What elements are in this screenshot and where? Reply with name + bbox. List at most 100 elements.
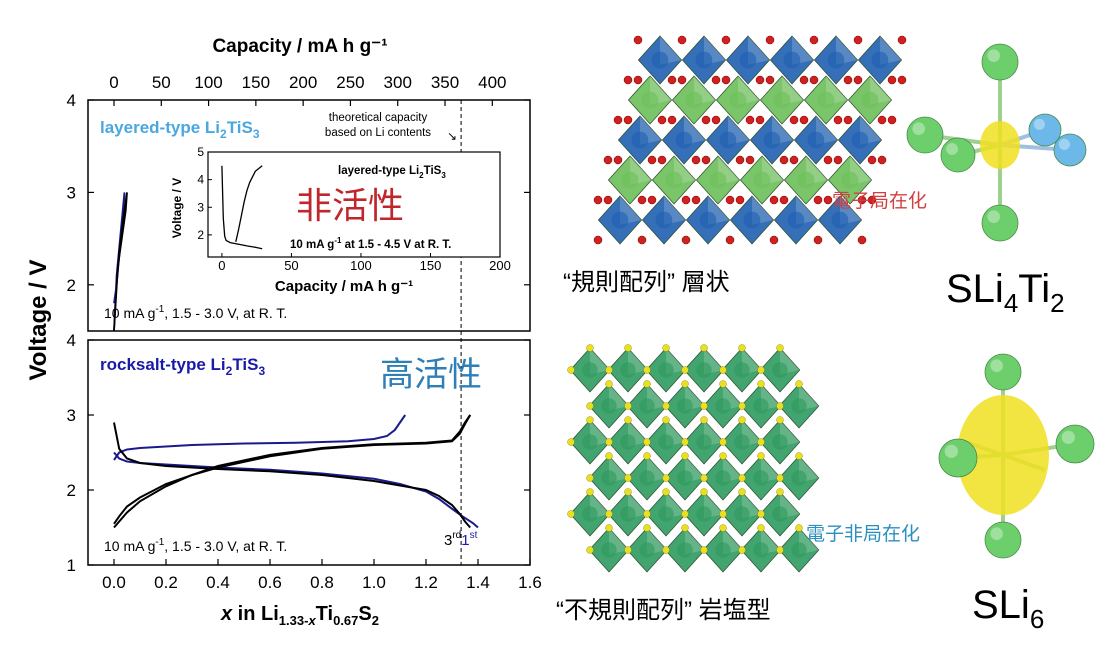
top-x-tick-label: 100 bbox=[194, 73, 222, 92]
oxygen-atom bbox=[667, 115, 677, 125]
layered-octahedron bbox=[695, 155, 741, 205]
oxygen-atom bbox=[701, 115, 711, 125]
oxygen-atom bbox=[745, 155, 755, 165]
ordered-layered-label: “規則配列” 層状 bbox=[563, 269, 730, 296]
sulfur-atom bbox=[624, 474, 632, 482]
li-ball-shine bbox=[990, 359, 1003, 373]
bottom-y-tick-label: 1 bbox=[67, 556, 76, 575]
layered-octahedron-center bbox=[753, 171, 771, 189]
sulfur-atom bbox=[719, 524, 727, 532]
layered-octahedron bbox=[607, 155, 653, 205]
oxygen-atom bbox=[765, 35, 775, 45]
rocksalt-octahedron bbox=[740, 383, 782, 429]
rocksalt-octahedron-center bbox=[639, 470, 655, 486]
rocksalt-octahedron-center bbox=[677, 470, 693, 486]
sulfur-atom bbox=[681, 380, 689, 388]
inset-ylabel: Voltage / V bbox=[170, 178, 184, 238]
oxygen-atom bbox=[755, 75, 765, 85]
layered-octahedron bbox=[857, 35, 903, 85]
oxygen-atom bbox=[887, 75, 897, 85]
ti-ball-shine bbox=[1033, 118, 1045, 130]
layered-octahedron-center bbox=[851, 131, 869, 149]
oxygen-atom bbox=[765, 75, 775, 85]
rocksalt-octahedron bbox=[721, 347, 763, 393]
rocksalt-octahedron bbox=[759, 491, 801, 537]
rocksalt-octahedron-center bbox=[658, 506, 674, 522]
sulfur-atom bbox=[795, 452, 803, 460]
bottom-x-tick-label: 0.2 bbox=[154, 573, 178, 592]
theoretical-capacity-note-2: based on Li contents bbox=[325, 127, 431, 139]
x-axis-title: x in Li1.33-xTi0.67S2 bbox=[220, 603, 379, 628]
oxygen-atom bbox=[613, 155, 623, 165]
rocksalt-octahedron-center bbox=[734, 362, 750, 378]
oxygen-atom bbox=[897, 35, 907, 45]
oxygen-atom bbox=[691, 155, 701, 165]
inset-layer: 0 50 100 150 200 2 3 4 5 bbox=[197, 145, 511, 273]
bottom-x-tick-label: 1.0 bbox=[362, 573, 386, 592]
bottom-series-line-3rd bbox=[113, 422, 471, 529]
oxygen-atom bbox=[853, 35, 863, 45]
layered-octahedron-center bbox=[841, 171, 859, 189]
rocksalt-title: rocksalt-type Li2TiS3 bbox=[100, 355, 265, 378]
layered-octahedron-center bbox=[783, 51, 801, 69]
layered-octahedron bbox=[749, 115, 795, 165]
oxygen-atom bbox=[789, 155, 799, 165]
layered-octahedron bbox=[793, 115, 839, 165]
oxygen-atom bbox=[779, 155, 789, 165]
rocksalt-octahedron-center bbox=[753, 470, 769, 486]
li-ball bbox=[1055, 424, 1095, 464]
layered-octahedron bbox=[729, 195, 775, 245]
oxygen-atom bbox=[633, 35, 643, 45]
layered-octahedron bbox=[671, 75, 717, 125]
sulfur-atom bbox=[586, 488, 594, 496]
sulfur-atom bbox=[643, 510, 651, 518]
oxygen-atom bbox=[677, 35, 687, 45]
sulfur-atom bbox=[757, 524, 765, 532]
inset-x-tick-label: 50 bbox=[284, 258, 298, 273]
sulfur-atom bbox=[605, 510, 613, 518]
li-ball-shine bbox=[990, 527, 1003, 540]
top-x-tick-label: 200 bbox=[289, 73, 317, 92]
rocksalt-octahedron-center bbox=[791, 542, 807, 558]
li-ball bbox=[984, 521, 1022, 559]
rocksalt-octahedron-center bbox=[658, 362, 674, 378]
ti-ball-shine bbox=[1058, 138, 1070, 150]
rocksalt-octahedron-center bbox=[696, 362, 712, 378]
oxygen-atom bbox=[877, 115, 887, 125]
li-ball bbox=[906, 116, 944, 154]
oxygen-atom bbox=[681, 235, 691, 245]
sulfur-atom bbox=[662, 488, 670, 496]
rocksalt-octahedron-center bbox=[696, 506, 712, 522]
sulfur-atom bbox=[700, 488, 708, 496]
rocksalt-octahedron-center bbox=[791, 470, 807, 486]
rocksalt-octahedron-center bbox=[601, 470, 617, 486]
rocksalt-octahedron bbox=[607, 491, 649, 537]
bottom-x-tick-label: 0.6 bbox=[258, 573, 282, 592]
rocksalt-octahedron-center bbox=[601, 542, 617, 558]
layered-octahedron-center bbox=[787, 211, 805, 229]
inset-condition: 10 mA g-1 at 1.5 - 4.5 V at R. T. bbox=[290, 236, 451, 251]
oxygen-atom bbox=[867, 155, 877, 165]
oxygen-atom bbox=[755, 115, 765, 125]
sulfur-atom bbox=[700, 474, 708, 482]
oxygen-atom bbox=[809, 75, 819, 85]
sulfur-atom bbox=[624, 402, 632, 410]
layered-octahedron bbox=[813, 35, 859, 85]
rocksalt-octahedron-center bbox=[772, 362, 788, 378]
bottom-y-tick-label: 2 bbox=[67, 481, 76, 500]
sulfur-atom bbox=[776, 344, 784, 352]
oxygen-atom bbox=[809, 35, 819, 45]
bottom-x-tick-label: 0.4 bbox=[206, 573, 230, 592]
top-x-tick-label: 350 bbox=[431, 73, 459, 92]
oxygen-atom bbox=[745, 115, 755, 125]
oxygen-atom bbox=[867, 195, 877, 205]
oxygen-atom bbox=[623, 115, 633, 125]
layered-octahedron-center bbox=[685, 91, 703, 109]
sulfur-atom bbox=[624, 546, 632, 554]
oxygen-atom bbox=[593, 195, 603, 205]
layered-octahedron-center bbox=[831, 211, 849, 229]
rocksalt-octahedron bbox=[740, 527, 782, 573]
rocksalt-octahedron bbox=[569, 419, 611, 465]
rocksalt-octahedron-center bbox=[791, 398, 807, 414]
top-x-tick-label: 300 bbox=[384, 73, 412, 92]
